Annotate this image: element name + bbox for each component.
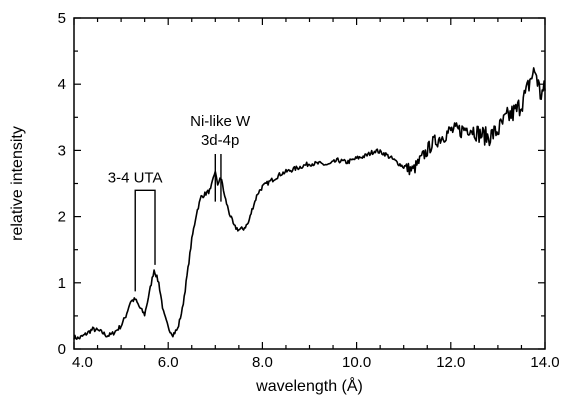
series-spectrum-line (73, 67, 546, 340)
uta-bracket (134, 189, 156, 292)
y-tick-label: 2 (58, 209, 66, 226)
plot-frame (73, 17, 546, 350)
y-axis-label: relative intensity (9, 126, 26, 241)
x-tick-label: 12.0 (436, 354, 465, 371)
y-tick-label: 4 (58, 76, 66, 93)
tick-labels: 4.0 6.0 8.0 10.0 12.0 14.0 0 1 2 3 4 5 (58, 10, 560, 371)
x-tick-label: 4.0 (72, 354, 93, 371)
y-tick-label: 0 (58, 341, 66, 358)
y-tick-label: 1 (58, 275, 66, 292)
x-axis-label: wavelength (Å) (255, 376, 363, 395)
uta-label: 3-4 UTA (108, 169, 163, 186)
x-tick-label: 6.0 (158, 354, 179, 371)
ni-like-w-lines (214, 153, 222, 202)
ni-like-w-label: Ni-like W (190, 113, 251, 130)
x-tick-label: 14.0 (530, 354, 559, 371)
y-tick-label: 5 (58, 10, 66, 27)
ni-transition-label: 3d-4p (201, 132, 239, 149)
annotations: 3-4 UTA Ni-like W 3d-4p (108, 113, 251, 292)
x-tick-label: 8.0 (252, 354, 273, 371)
x-tick-label: 10.0 (342, 354, 371, 371)
y-tick-label: 3 (58, 142, 66, 159)
